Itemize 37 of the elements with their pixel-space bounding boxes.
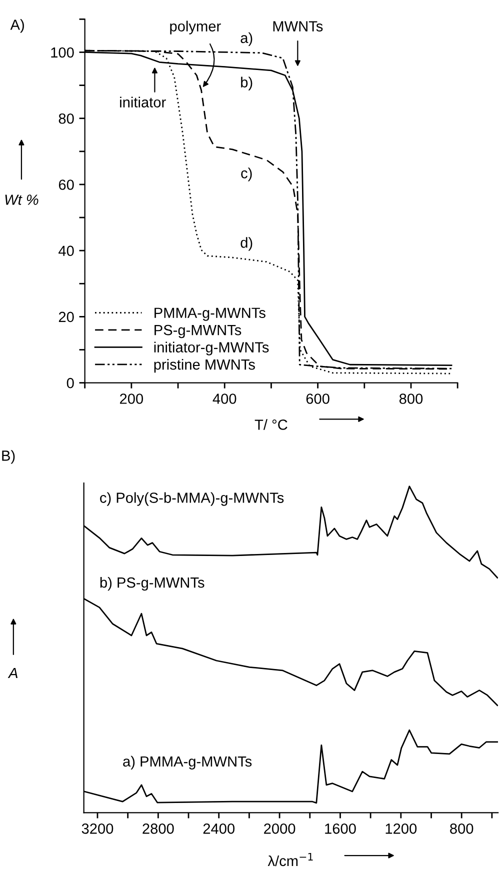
legend-label: initiator-g-MWNTs xyxy=(154,342,269,356)
y-axis-title: Wt % xyxy=(5,194,38,205)
y-axis-title: A xyxy=(8,668,18,678)
annotation: polymer xyxy=(170,20,221,34)
y-tick-label: 20 xyxy=(58,312,74,322)
legend-label: PS-g-MWNTs xyxy=(154,324,242,338)
y-tick-label: 40 xyxy=(58,246,74,256)
text: B) xyxy=(2,450,15,464)
annotation: a) xyxy=(240,32,252,46)
annotation: c) xyxy=(241,168,252,182)
legend-label: pristine MWNTs xyxy=(154,359,255,373)
x-tick-label: 400 xyxy=(212,394,236,404)
x-tick-label: 2000 xyxy=(264,824,296,834)
series-label: b) PS-g-MWNTs xyxy=(100,577,204,591)
x-tick-label: 600 xyxy=(306,394,330,404)
x-axis-title: λ/cm$^{−1}$ xyxy=(268,852,313,866)
x-tick-label: 1200 xyxy=(386,824,417,834)
x-tick-label: 2800 xyxy=(142,824,174,834)
annotation: initiator xyxy=(120,96,166,108)
x-tick-label: 800 xyxy=(399,394,423,404)
x-tick-label: 1600 xyxy=(325,824,356,834)
text: A) xyxy=(10,19,24,33)
x-tick-label: 200 xyxy=(120,394,144,404)
series-label: a) PMMA-g-MWNTs xyxy=(123,756,252,770)
y-tick-label: 80 xyxy=(58,113,74,124)
annotation: MWNTs xyxy=(273,21,323,32)
x-tick-label: 2400 xyxy=(203,824,235,834)
series-label: c) Poly(S-b-MMA)-g-MWNTs xyxy=(100,492,284,506)
x-tick-label: 800 xyxy=(450,824,474,834)
x-tick-label: 3200 xyxy=(82,824,114,834)
annotation: b) xyxy=(241,76,252,90)
y-tick-label: 0 xyxy=(66,378,74,388)
legend-label: PMMA-g-MWNTs xyxy=(154,308,266,321)
x-axis-title: T/ °C xyxy=(254,419,288,430)
y-tick-label: 100 xyxy=(51,47,74,58)
annotation: d) xyxy=(240,237,252,251)
y-tick-label: 60 xyxy=(58,180,74,190)
